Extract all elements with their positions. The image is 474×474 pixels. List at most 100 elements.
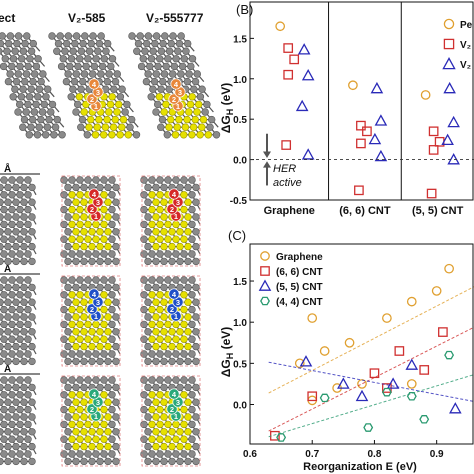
cnt-66-pristine-carbon-atom	[24, 250, 32, 258]
cnt-44-pristine-carbon-atom	[4, 383, 12, 392]
sheet-pristine-carbon-atom	[3, 47, 11, 55]
cnt-55-pristine-carbon-atom	[0, 328, 4, 336]
cnt-44-pristine-carbon-atom	[20, 398, 28, 406]
cnt-55-585-carbon-atom	[112, 283, 120, 292]
cnt-55-585-carbon-atom	[80, 283, 88, 292]
cnt-66-585-carbon-atom	[108, 235, 116, 243]
cnt-66-585-defect-atom	[100, 220, 108, 229]
cnt-44-555777-carbon-atom	[184, 457, 192, 466]
cnt-66-pristine-carbon-atom	[12, 257, 20, 266]
sheet-555777-carbon-atom	[167, 39, 176, 48]
sheet-585-carbon-atom	[108, 55, 117, 63]
cnt-44-585-carbon-atom	[108, 391, 116, 399]
cnt-55-585-carbon-atom	[112, 313, 120, 321]
cnt-44-555777-carbon-atom	[172, 450, 180, 458]
cnt-55-585-defect-atom	[100, 335, 108, 343]
cnt-66-555777-defect-atom	[172, 235, 180, 243]
cnt-66-555777-defect-atom	[160, 213, 168, 221]
sheet-585-carbon-atom	[64, 32, 73, 40]
cnt-44-pristine-carbon-atom	[28, 457, 36, 466]
cnt-66-555777-carbon-atom	[160, 257, 168, 266]
cnt-44-555777-carbon-atom	[192, 383, 200, 392]
cnt-44-555777-carbon-atom	[188, 391, 196, 399]
cnt-55-pristine-carbon-atom	[20, 357, 28, 366]
sheet-555777-carbon-atom	[162, 62, 170, 71]
cnt-55-585-carbon-atom	[112, 342, 120, 351]
cnt-44-585-defect-atom	[104, 442, 112, 451]
cnt-66-555777-site-number: 2	[170, 205, 174, 214]
cnt-66-pristine-carbon-atom	[16, 250, 24, 258]
cnt-44-555777-carbon-atom	[148, 376, 156, 384]
cnt-44-pristine-carbon-atom	[20, 383, 28, 392]
cnt-44-585-defect-atom	[88, 428, 96, 436]
cnt-55-585-defect-atom	[88, 328, 96, 336]
cnt-66-585-defect-atom	[72, 198, 80, 206]
cnt-66-555777-defect-atom	[152, 198, 160, 206]
cnt-55-555777-defect-atom	[160, 298, 168, 306]
cnt-55-585-defect-atom	[104, 342, 112, 351]
panel-c-circle-point	[406, 379, 417, 389]
sheet-pristine-carbon-atom	[22, 108, 30, 116]
panel-c-circle-point	[344, 337, 355, 348]
cnt-55-pristine-carbon-atom	[0, 298, 4, 306]
panel-c-square-point	[394, 346, 405, 356]
panel-b-legend-label: V₂	[460, 60, 471, 71]
cnt-66-585-defect-atom	[76, 235, 84, 243]
cnt-66-585-carbon-atom	[64, 257, 72, 266]
cnt-44-585-lattice	[60, 376, 121, 466]
cnt-55-585-defect-atom	[72, 342, 80, 351]
cnt-44-cell-585	[61, 375, 121, 467]
panel-b-y-tick-label: -0.5	[230, 196, 248, 207]
cnt-66-555777-defect-atom	[184, 242, 192, 251]
sheet-555777-carbon-atom	[191, 77, 200, 86]
sheet-585-carbon-atom	[107, 62, 115, 71]
cnt-44-pristine-carbon-atom	[16, 405, 24, 414]
panel-c-triangle-point	[449, 402, 462, 414]
sheet-585-carbon-atom	[73, 100, 82, 109]
cnt-55-585-carbon-atom	[108, 276, 116, 284]
cnt-66-555777-carbon-atom	[192, 242, 200, 251]
cnt-55-cell-585	[61, 275, 121, 367]
cnt-55-585-carbon-atom	[108, 335, 116, 343]
sheet-555777-carbon-atom	[174, 47, 182, 55]
cnt-66-pristine-carbon-atom	[28, 183, 36, 192]
cnt-55-pristine-carbon-atom	[16, 305, 24, 314]
cnt-66-pristine-carbon-atom	[20, 242, 28, 251]
cnt-44-pristine-carbon-atom	[0, 398, 4, 406]
cnt-44-555777-carbon-atom	[152, 383, 160, 392]
panel-c-y-tick-label: 0.0	[233, 400, 247, 411]
cnt-55-555777-carbon-atom	[156, 350, 164, 358]
cnt-66-585-carbon-atom	[104, 257, 112, 266]
cnt-66-pristine-carbon-atom	[16, 205, 24, 214]
cnt-66-pristine-carbon-atom	[20, 198, 28, 206]
cnt-44-555777-defect-atom	[180, 405, 188, 414]
cnt-55-555777-carbon-atom	[144, 283, 152, 292]
panel-c-circle-point	[406, 296, 417, 307]
panel-b-triangle-point	[374, 149, 388, 162]
panel-c: (C) ΔGH (eV) Reorganization E (eV) 0.00.…	[219, 228, 474, 473]
cnt-66-555777-defect-atom	[148, 191, 156, 199]
cnt-44-555777-carbon-atom	[176, 383, 184, 392]
cnt-44-pristine-carbon-atom	[12, 428, 20, 436]
panel-c-circle-point	[294, 358, 305, 369]
sheet-585-carbon-atom	[90, 62, 99, 71]
panel-b-legend-marker	[443, 38, 455, 50]
cnt-55-585-carbon-atom	[76, 350, 84, 358]
panel-c-circle-point	[307, 313, 318, 323]
cnt-55-pristine-carbon-atom	[0, 342, 4, 351]
cnt-66-585-site-number: 4	[92, 190, 97, 199]
cnt-44-585-carbon-atom	[104, 383, 112, 392]
sheet-pristine-carbon-atom	[35, 85, 44, 93]
cnt-55-585-carbon-atom	[112, 298, 120, 306]
cnt-55-585-defect-atom	[80, 298, 88, 306]
cnt-66-585-defect-atom	[76, 191, 84, 199]
cnt-55-555777-site-number: 4	[172, 290, 177, 299]
cnt-66-pristine-carbon-atom	[0, 183, 4, 192]
sheet-585-carbon-atom	[62, 39, 71, 48]
cnt-55-585-defect-atom	[76, 335, 84, 343]
panel-c-legend-label: Graphene	[276, 252, 323, 263]
sheet-555777-carbon-atom	[188, 55, 197, 63]
sheet-555777-defect-atom	[188, 131, 196, 139]
cnt-44-585-defect-atom	[72, 442, 80, 451]
sheet-555777-site-3	[168, 93, 180, 105]
